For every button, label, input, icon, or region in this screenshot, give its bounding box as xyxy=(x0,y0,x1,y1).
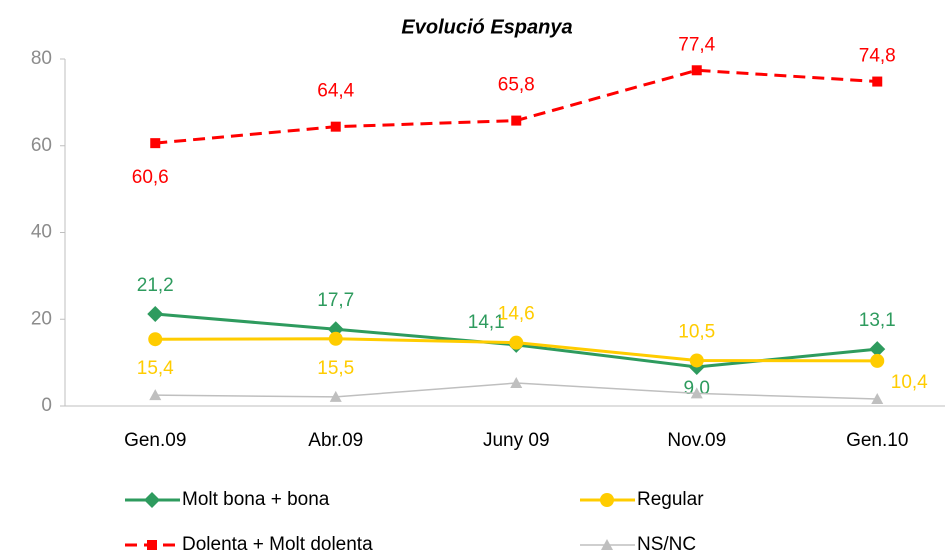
data-point xyxy=(511,115,522,126)
data-label: 10,5 xyxy=(678,321,715,342)
legend-label: Regular xyxy=(637,489,704,510)
legend-label: Dolenta + Molt dolenta xyxy=(182,534,373,555)
data-point xyxy=(870,353,885,368)
legend-marker xyxy=(601,539,613,550)
legend-marker xyxy=(144,492,160,508)
data-label: 77,4 xyxy=(678,34,715,55)
data-label: 64,4 xyxy=(317,81,354,102)
data-point xyxy=(330,121,341,132)
data-point xyxy=(149,389,162,401)
data-point xyxy=(150,138,161,149)
x-tick-label: Juny 09 xyxy=(483,430,550,451)
data-label: 15,4 xyxy=(137,358,174,379)
data-label: 17,7 xyxy=(317,290,354,311)
data-label: 74,8 xyxy=(859,46,896,67)
data-point xyxy=(510,377,523,389)
data-label: 10,4 xyxy=(891,372,928,393)
data-point xyxy=(328,331,343,346)
data-label: 14,1 xyxy=(468,312,505,333)
data-point xyxy=(872,76,883,87)
data-label: 14,6 xyxy=(498,304,535,325)
data-point xyxy=(509,335,524,350)
y-tick-label: 80 xyxy=(31,48,52,69)
y-tick-label: 20 xyxy=(31,308,52,329)
data-point xyxy=(871,393,884,405)
data-point xyxy=(329,390,342,402)
data-label: 15,5 xyxy=(317,358,354,379)
data-label: 13,1 xyxy=(859,310,896,331)
y-tick-label: 60 xyxy=(31,135,52,156)
y-tick-label: 40 xyxy=(31,222,52,243)
data-label: 65,8 xyxy=(498,75,535,96)
data-point xyxy=(148,332,163,347)
data-label: 60,6 xyxy=(132,167,169,188)
legend-label: NS/NC xyxy=(637,534,696,555)
data-point xyxy=(869,341,886,358)
x-tick-label: Gen.09 xyxy=(124,430,186,451)
legend-label: Molt bona + bona xyxy=(182,489,330,510)
chart-title: Evolució Espanya xyxy=(401,16,572,38)
data-point xyxy=(147,306,164,323)
x-tick-label: Abr.09 xyxy=(308,430,363,451)
data-point xyxy=(689,353,704,368)
x-tick-label: Gen.10 xyxy=(846,430,908,451)
data-label: 21,2 xyxy=(137,275,174,296)
legend-marker xyxy=(600,493,614,507)
data-point xyxy=(690,387,703,399)
x-tick-label: Nov.09 xyxy=(667,430,726,451)
y-tick-label: 0 xyxy=(41,395,52,416)
legend-marker xyxy=(147,540,157,550)
data-point xyxy=(691,65,702,76)
